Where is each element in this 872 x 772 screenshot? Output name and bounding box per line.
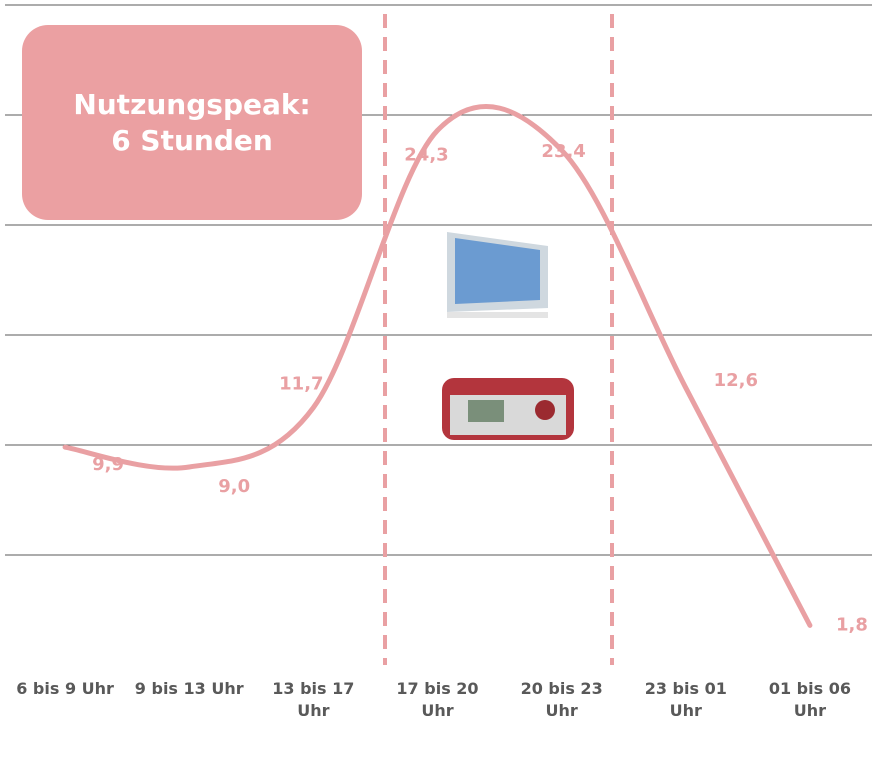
x-tick-label: 13 bis 17 Uhr: [254, 678, 372, 722]
x-tick-label: 01 bis 06 Uhr: [751, 678, 869, 722]
annotation-line: 6 Stunden: [111, 124, 273, 157]
data-label: 23,4: [541, 141, 585, 162]
tv-icon: [447, 232, 548, 318]
x-tick-label: 23 bis 01 Uhr: [627, 678, 745, 722]
data-label: 24,3: [404, 144, 448, 165]
chart: Nutzungspeak: 6 Stunden 9,9 9,0 11,7 24,3 23…: [0, 0, 872, 772]
data-label: 9,0: [218, 476, 250, 497]
x-tick-label: 20 bis 23 Uhr: [503, 678, 621, 722]
x-tick-label: 6 bis 9 Uhr: [6, 678, 124, 700]
radio-icon: [442, 378, 574, 440]
data-label: 1,8: [836, 614, 868, 635]
annotation-line: Nutzungspeak:: [73, 88, 310, 121]
annotation-box: [22, 25, 362, 220]
data-label: 11,7: [279, 374, 323, 395]
chart-page: Nutzungspeak: 6 Stunden 9,9 9,0 11,7 24,3 23…: [0, 0, 872, 772]
data-label: 12,6: [714, 370, 758, 391]
x-tick-label: 9 bis 13 Uhr: [130, 678, 248, 700]
x-tick-label: 17 bis 20 Uhr: [379, 678, 497, 722]
data-label: 9,9: [92, 454, 124, 475]
